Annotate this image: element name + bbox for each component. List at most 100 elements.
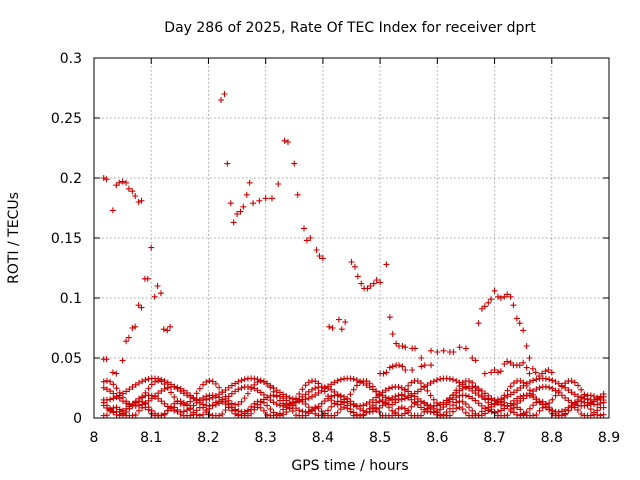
x-tick-label: 8.9 [598, 430, 620, 446]
data-point [481, 303, 488, 310]
background-point [408, 379, 415, 386]
background-point [171, 404, 178, 411]
data-point [494, 369, 501, 376]
data-point [103, 176, 110, 183]
background-point [360, 380, 367, 387]
data-point [485, 299, 492, 306]
background-point [578, 411, 585, 418]
background-point [235, 378, 242, 385]
background-point [507, 391, 514, 398]
data-point [370, 280, 377, 287]
background-point [184, 402, 191, 409]
background-point [360, 402, 367, 409]
background-point [123, 400, 130, 407]
background-point [353, 403, 360, 410]
background-point [520, 410, 527, 417]
background-point [594, 407, 601, 414]
data-point [373, 277, 380, 283]
background-point [132, 399, 139, 406]
background-point [411, 390, 418, 397]
background-point [450, 402, 457, 409]
background-point [318, 408, 325, 415]
x-tick-label: 8.5 [369, 430, 391, 446]
background-point [328, 381, 335, 388]
background-point [417, 386, 424, 393]
background-point [135, 407, 142, 414]
background-point [485, 404, 492, 411]
background-point [533, 376, 540, 383]
background-point [171, 383, 178, 390]
data-point [125, 334, 132, 341]
data-point [119, 357, 126, 364]
data-point [303, 237, 310, 244]
background-point [462, 409, 469, 416]
background-point [366, 399, 373, 406]
background-point [174, 385, 181, 392]
background-point [459, 398, 466, 405]
background-point [507, 400, 514, 407]
data-point [301, 225, 308, 232]
background-point [289, 408, 296, 415]
background-point [203, 396, 210, 403]
data-point [167, 323, 174, 330]
background-point [187, 393, 194, 400]
data-point [383, 261, 390, 268]
background-point [119, 390, 126, 397]
x-tick-label: 8.2 [197, 430, 219, 446]
background-point [517, 393, 524, 400]
background-point [398, 396, 405, 403]
data-point [240, 203, 247, 210]
background-point [260, 378, 267, 385]
background-point [430, 396, 437, 403]
background-point [305, 410, 312, 417]
background-point [591, 411, 598, 418]
background-point [421, 408, 428, 415]
background-point [578, 386, 585, 393]
background-point [325, 395, 332, 402]
background-point [501, 405, 508, 412]
background-point [504, 387, 511, 394]
background-point [587, 406, 594, 413]
background-point [232, 380, 239, 387]
background-point [312, 391, 319, 398]
background-point [466, 378, 473, 385]
background-point [421, 384, 428, 391]
background-point [296, 390, 303, 397]
background-point [235, 386, 242, 393]
background-point [353, 377, 360, 384]
background-point [116, 406, 123, 413]
background-point [514, 404, 521, 411]
background-point [514, 411, 521, 418]
background-point [119, 410, 126, 417]
background-point [401, 405, 408, 412]
data-point [520, 327, 527, 334]
background-point [401, 386, 408, 393]
background-point [328, 393, 335, 400]
background-point [187, 406, 194, 413]
data-point [520, 359, 527, 366]
background-point [251, 385, 258, 392]
background-point [562, 384, 569, 391]
background-point [129, 383, 136, 390]
data-point [237, 208, 244, 215]
background-point [325, 407, 332, 414]
y-tick-label: 0.2 [60, 171, 82, 187]
background-point [456, 392, 463, 399]
data-point [284, 139, 291, 145]
background-point [469, 395, 476, 402]
background-point [373, 394, 380, 401]
data-point [227, 200, 234, 207]
background-point [411, 400, 418, 407]
background-point [549, 385, 556, 392]
background-point [424, 405, 431, 412]
background-point [408, 403, 415, 410]
background-point [459, 381, 466, 388]
background-point [200, 411, 207, 418]
data-point [135, 199, 142, 205]
chart-title: Day 286 of 2025, Rate Of TEC Index for r… [164, 20, 536, 36]
background-point [164, 407, 171, 414]
background-point [222, 400, 229, 407]
background-point [168, 381, 175, 388]
background-point [267, 382, 274, 389]
background-point [270, 399, 277, 406]
